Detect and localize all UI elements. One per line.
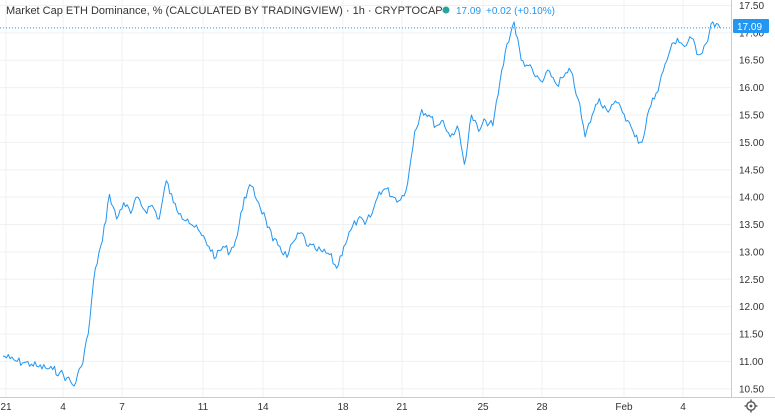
y-tick-label: 12.50	[739, 275, 764, 286]
y-tick-label: 17.50	[739, 1, 764, 12]
price-badge-bg	[733, 19, 769, 33]
y-tick-label: 13.50	[739, 220, 764, 231]
chart-title: Market Cap ETH Dominance, % (CALCULATED …	[6, 5, 443, 17]
y-tick-label: 16.50	[739, 56, 764, 67]
grid	[0, 0, 731, 397]
y-tick-label: 14.50	[739, 165, 764, 176]
y-tick-label: 10.50	[739, 384, 764, 395]
x-tick-label: 28	[536, 402, 548, 413]
x-tick-label: Feb	[615, 402, 633, 413]
series-group	[2, 21, 721, 387]
y-tick-label: 11.00	[739, 357, 764, 368]
x-tick-label: 18	[337, 402, 349, 413]
x-tick-label: 21	[396, 402, 408, 413]
status-dot-icon	[442, 6, 450, 14]
x-tick-label: 11	[198, 402, 209, 413]
price-badge-label: 17.09	[737, 22, 762, 33]
x-tick-label: 4	[60, 402, 66, 413]
y-tick-label: 14.00	[739, 193, 764, 204]
y-tick-label: 11.50	[739, 330, 764, 341]
y-tick-label: 12.00	[739, 302, 764, 313]
x-tick-label: 25	[477, 402, 489, 413]
x-tick-label: 14	[257, 402, 269, 413]
y-tick-label: 13.00	[739, 247, 764, 258]
x-tick-label: 7	[119, 402, 125, 413]
y-tick-label: 15.50	[739, 110, 764, 121]
eth-dominance-line	[2, 21, 721, 387]
change-value: +0.02 (+0.10%)	[486, 6, 555, 17]
y-axis[interactable]: 10.50 11.00 11.50 12.00 12.50 13.00 13.50 14.00…	[739, 1, 764, 395]
x-tick-label: 4	[680, 402, 686, 413]
last-value: 17.09	[456, 6, 481, 17]
y-tick-label: 15.00	[739, 138, 764, 149]
gear-icon[interactable]	[744, 399, 758, 413]
y-tick-label: 16.00	[739, 83, 764, 94]
x-axis[interactable]: 21 4 7 11 14 18 21 25 28 Feb 4	[0, 402, 686, 413]
y-tick-label: 17.00	[739, 28, 764, 39]
x-tick-label: 21	[0, 402, 12, 413]
